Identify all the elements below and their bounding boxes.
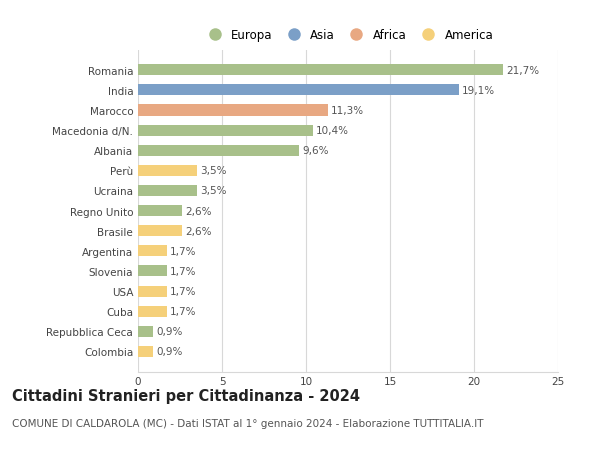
Text: 0,9%: 0,9% — [157, 327, 183, 336]
Text: 1,7%: 1,7% — [170, 307, 196, 317]
Text: 19,1%: 19,1% — [462, 86, 496, 95]
Bar — [138, 326, 153, 337]
Text: 3,5%: 3,5% — [200, 166, 227, 176]
Legend: Europa, Asia, Africa, America: Europa, Asia, Africa, America — [198, 24, 498, 47]
Text: COMUNE DI CALDAROLA (MC) - Dati ISTAT al 1° gennaio 2024 - Elaborazione TUTTITAL: COMUNE DI CALDAROLA (MC) - Dati ISTAT al… — [12, 418, 484, 428]
Text: 11,3%: 11,3% — [331, 106, 364, 116]
Text: 1,7%: 1,7% — [170, 246, 196, 256]
Bar — [138, 266, 167, 277]
Bar — [138, 165, 197, 177]
Bar — [138, 185, 197, 196]
Bar — [138, 65, 503, 76]
Text: 10,4%: 10,4% — [316, 126, 349, 136]
Text: 3,5%: 3,5% — [200, 186, 227, 196]
Text: 1,7%: 1,7% — [170, 266, 196, 276]
Bar — [138, 206, 182, 217]
Bar — [138, 226, 182, 237]
Text: Cittadini Stranieri per Cittadinanza - 2024: Cittadini Stranieri per Cittadinanza - 2… — [12, 388, 360, 403]
Bar — [138, 246, 167, 257]
Text: 2,6%: 2,6% — [185, 206, 212, 216]
Text: 1,7%: 1,7% — [170, 286, 196, 297]
Bar — [138, 85, 459, 96]
Text: 9,6%: 9,6% — [302, 146, 329, 156]
Bar — [138, 346, 153, 357]
Bar — [138, 125, 313, 136]
Bar — [138, 306, 167, 317]
Text: 0,9%: 0,9% — [157, 347, 183, 357]
Bar — [138, 146, 299, 157]
Bar — [138, 105, 328, 116]
Bar — [138, 286, 167, 297]
Text: 21,7%: 21,7% — [506, 66, 539, 76]
Text: 2,6%: 2,6% — [185, 226, 212, 236]
